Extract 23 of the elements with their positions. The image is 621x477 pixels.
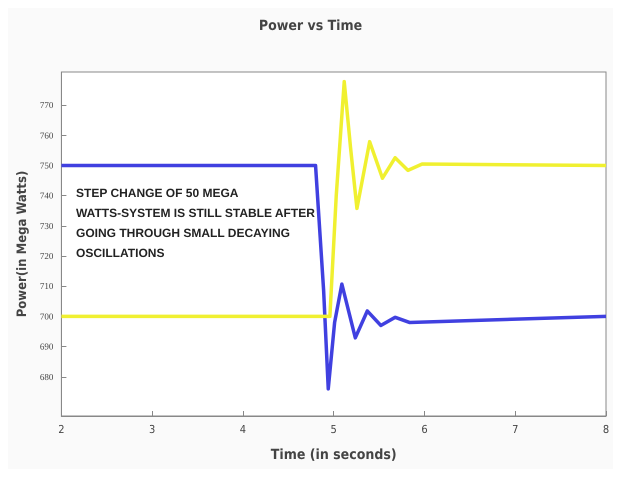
y-tick-label: 760 bbox=[40, 130, 54, 140]
y-axis-title: Power(in Mega Watts) bbox=[15, 170, 30, 318]
x-tick-label: 7 bbox=[512, 423, 518, 436]
y-tick-label: 740 bbox=[40, 190, 54, 201]
x-tick-label: 5 bbox=[330, 423, 337, 436]
y-tick-label: 720 bbox=[40, 251, 54, 262]
x-axis-title: Time (in seconds) bbox=[270, 447, 397, 463]
x-tick-label: 2 bbox=[58, 423, 65, 436]
y-tick-label: 700 bbox=[40, 311, 54, 322]
x-tick-label: 8 bbox=[602, 423, 610, 436]
line-series bbox=[60, 80, 608, 318]
y-tick-label: 750 bbox=[40, 160, 54, 171]
line-series bbox=[60, 164, 608, 391]
x-tick-label: 4 bbox=[240, 423, 246, 436]
y-tick-label: 710 bbox=[40, 281, 54, 292]
y-tick-label: 770 bbox=[40, 100, 54, 110]
y-tick-label: 680 bbox=[40, 372, 54, 382]
x-tick-label: 6 bbox=[421, 423, 428, 436]
annotation: STEP CHANGE OF 50 MEGA WATTS-SYSTEM IS STILL STABLE AFTER GOING THROUGH SMALL DECAYING OSCILLATIONS bbox=[76, 186, 316, 260]
y-tick-label: 690 bbox=[40, 342, 54, 352]
chart-title: Power vs Time bbox=[258, 18, 362, 34]
y-tick-label: 730 bbox=[40, 220, 54, 231]
x-tick-label: 3 bbox=[149, 423, 156, 436]
